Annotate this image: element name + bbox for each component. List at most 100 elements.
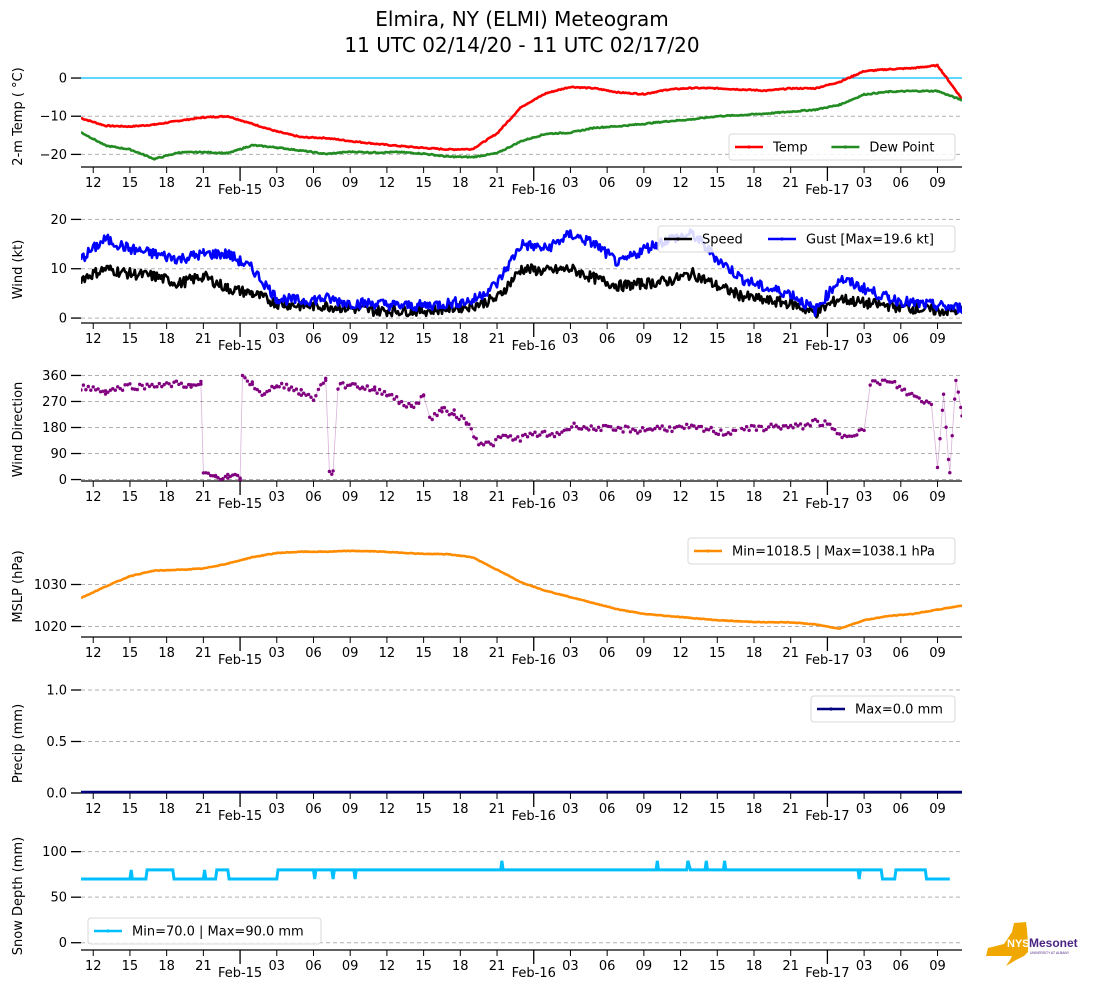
wind-direction-point: [941, 392, 946, 396]
x-tick-label: 06: [599, 490, 616, 505]
wind-direction-point: [789, 423, 793, 428]
wind-direction-point: [469, 427, 473, 431]
x-tick-label: 21: [782, 959, 799, 974]
wind-direction-point: [206, 471, 210, 475]
wind-direction-point: [116, 385, 120, 389]
wind-direction-point: [363, 387, 367, 391]
wind-direction-point: [533, 430, 537, 434]
wind-direction-point: [123, 383, 127, 387]
wind-direction-point: [599, 428, 603, 433]
wind-direction-point: [501, 433, 505, 437]
x-day-label: Feb-17: [805, 339, 849, 354]
x-tick-label: 06: [893, 490, 910, 505]
wind-direction-point: [640, 426, 645, 430]
x-tick-label: 18: [158, 332, 175, 347]
wind-direction-point: [587, 428, 591, 432]
wind-direction-point: [944, 425, 948, 429]
wind-direction-point: [577, 427, 581, 431]
x-tick-label: 21: [195, 332, 212, 347]
wind-direction-point: [89, 388, 93, 392]
x-tick-label: 03: [269, 176, 286, 191]
panel-wind: 0 10 20 Wind (kt) 12 15 18 21 03 06 09 12 15 18 21 03 06…: [11, 213, 962, 354]
x-tick-label: 15: [415, 332, 432, 347]
wind-direction-point: [567, 427, 571, 432]
legend-marker: [676, 237, 680, 241]
wind-direction-point: [711, 429, 716, 434]
wind-direction-point: [377, 387, 382, 392]
wind-direction-point: [513, 437, 518, 441]
wind-direction-point: [221, 477, 225, 481]
x-tick-label: 15: [122, 959, 139, 974]
x-day-label: Feb-15: [218, 497, 262, 512]
wind-direction-point: [609, 425, 613, 429]
x-tick-label: 03: [856, 332, 873, 347]
wind-direction-point: [614, 428, 618, 432]
x-tick-label: 12: [85, 490, 102, 505]
wind-direction-point: [825, 422, 830, 426]
x-day-label: Feb-15: [218, 966, 262, 981]
wind-direction-point: [199, 379, 203, 384]
wind-direction-point: [421, 394, 426, 398]
wind-direction-point: [697, 424, 701, 429]
x-tick-label: 09: [929, 959, 946, 974]
wind-direction-point: [878, 382, 882, 387]
wind-direction-point: [282, 386, 286, 390]
wind-direction-point: [120, 388, 125, 392]
wind-direction-point: [535, 434, 540, 438]
wind-direction-point: [665, 429, 669, 433]
wind-direction-point: [452, 412, 456, 417]
x-tick-label: 12: [85, 332, 102, 347]
legend-box: [87, 917, 322, 945]
x-tick-label: 12: [379, 646, 396, 661]
wind-direction-point: [407, 401, 411, 406]
x-tick-label: 18: [452, 802, 469, 817]
wind-direction-point: [692, 424, 696, 428]
wind-direction-point: [464, 421, 469, 425]
wind-direction-point: [395, 395, 399, 399]
x-day-label: Feb-16: [512, 497, 556, 512]
wind-direction-point: [199, 382, 203, 386]
wind-direction-point: [621, 430, 625, 434]
wind-direction-point: [91, 385, 95, 389]
x-tick-label: 12: [85, 802, 102, 817]
x-tick-label: 03: [562, 959, 579, 974]
x-tick-label: 03: [856, 959, 873, 974]
wind-direction-point: [638, 429, 642, 433]
x-tick-label: 21: [489, 959, 506, 974]
x-tick-label: 06: [893, 176, 910, 191]
wind-direction-point: [324, 376, 328, 380]
x-tick-label: 09: [636, 490, 653, 505]
wind-direction-point: [399, 399, 404, 404]
wind-direction-point: [550, 432, 554, 436]
x-day-label: Feb-17: [805, 653, 849, 668]
wind-direction-point: [579, 427, 584, 431]
x-tick-label: 21: [489, 332, 506, 347]
wind-direction-point: [837, 432, 842, 436]
legend-box: [657, 225, 956, 253]
series-snow-depth: [81, 860, 950, 881]
x-tick-label: 06: [305, 490, 322, 505]
wind-direction-point: [560, 430, 564, 434]
wind-direction-point: [813, 417, 817, 422]
wind-direction-point: [855, 433, 859, 437]
wind-direction-point: [915, 395, 919, 399]
wind-direction-point: [491, 444, 496, 448]
wind-direction-point: [306, 392, 311, 397]
x-tick-label: 09: [342, 646, 359, 661]
wind-direction-point: [733, 428, 738, 433]
wind-direction-point: [801, 427, 805, 431]
panel-precip: 0.0 0.5 1.0 Precip (mm) 12 15 18 21 03 06 09 12 15 18…: [11, 684, 962, 824]
wind-direction-point: [764, 427, 768, 432]
wind-direction-point: [267, 388, 272, 393]
wind-direction-point: [111, 387, 115, 391]
wind-direction-point: [392, 397, 396, 401]
x-tick-label: 12: [379, 332, 396, 347]
wind-direction-point: [525, 435, 530, 439]
wind-direction-point: [875, 381, 880, 385]
x-day-label: Feb-16: [512, 809, 556, 824]
x-tick-label: 15: [122, 646, 139, 661]
x-day-label: Feb-17: [805, 966, 849, 981]
wind-direction-point: [636, 431, 640, 435]
wind-direction-point: [929, 402, 934, 407]
wind-direction-point: [314, 394, 318, 398]
